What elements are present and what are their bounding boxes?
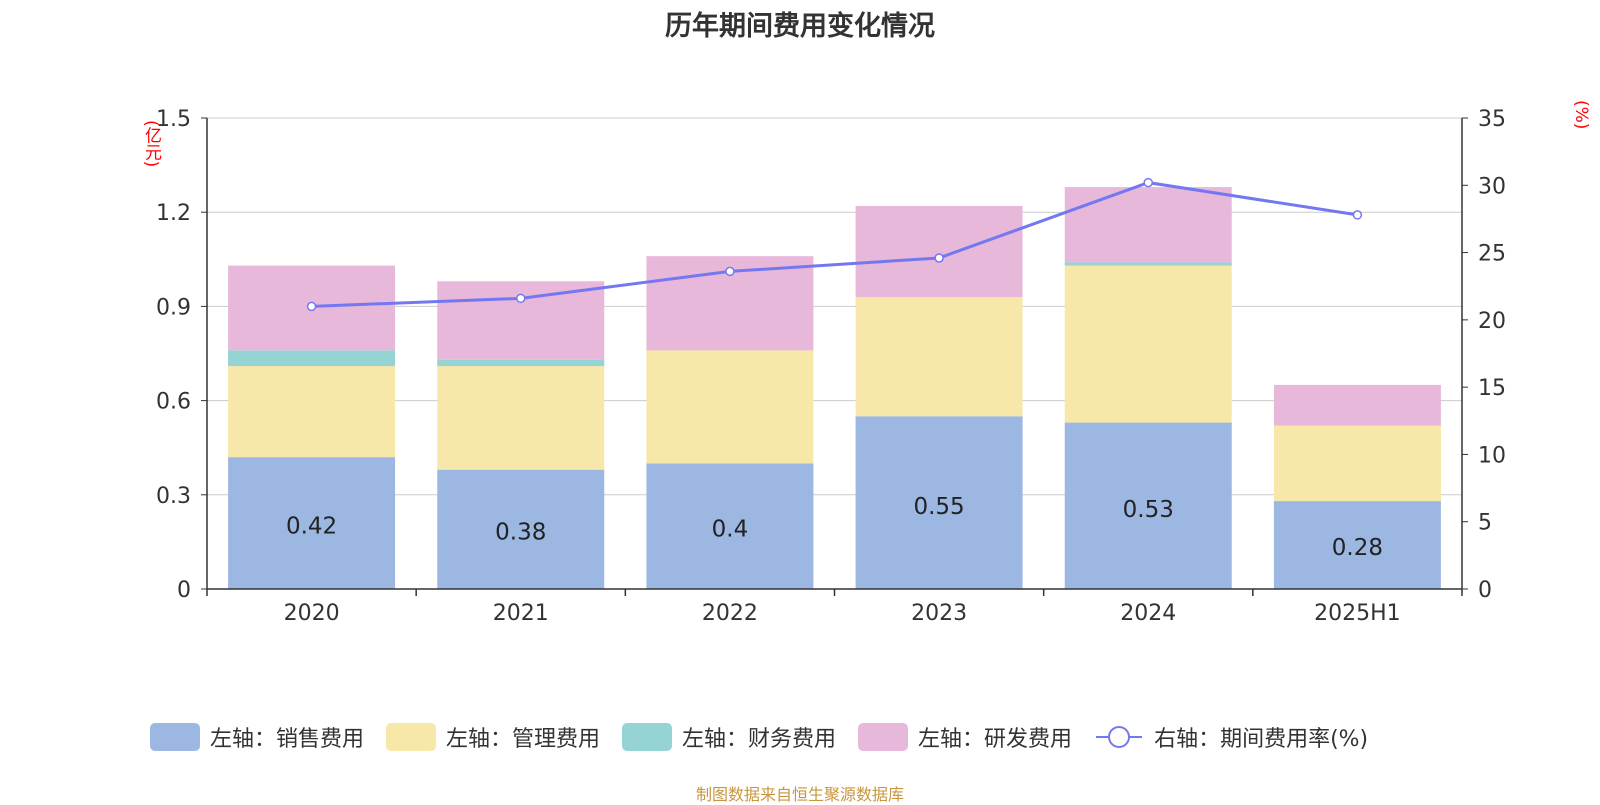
rate-point <box>1352 210 1363 220</box>
left-axis-tick-label: 0.3 <box>156 484 191 509</box>
bar-finance <box>1064 262 1232 266</box>
right-axis-tick-label: 5 <box>1478 511 1492 536</box>
rate-point <box>934 253 944 263</box>
bar-sales <box>1273 501 1441 589</box>
left-axis-unit: (亿元) <box>141 120 161 168</box>
legend-line-icon <box>1096 726 1143 748</box>
x-axis-tick-label: 2023 <box>911 601 967 626</box>
rate-point <box>1143 177 1153 188</box>
legend-item-finance[interactable]: 左轴：财务费用 <box>622 721 836 753</box>
legend-label-admin: 左轴：管理费用 <box>446 727 601 752</box>
legend-swatch-sales <box>150 723 200 751</box>
rate-point <box>516 293 526 304</box>
left-axis-tick-label: 0.6 <box>156 390 191 415</box>
bar-admin <box>646 350 814 464</box>
x-axis-tick-label: 2021 <box>493 601 549 626</box>
left-axis-tick-label: 0.9 <box>156 295 191 320</box>
bar-data-label: 0.42 <box>286 514 337 540</box>
bar-admin <box>1064 265 1232 423</box>
legend-swatch-finance <box>622 723 673 751</box>
legend-label-finance: 左轴：财务费用 <box>682 727 837 752</box>
legend-item-admin[interactable]: 左轴：管理费用 <box>386 721 600 753</box>
legend-item-sales[interactable]: 左轴：销售费用 <box>150 721 364 753</box>
rate-point <box>306 301 317 312</box>
legend: 左轴：销售费用 左轴：管理费用 左轴：财务费用 左轴：研发费用 右轴：期间费用率… <box>150 720 1390 754</box>
bar-rnd <box>1064 187 1232 263</box>
right-axis-tick-label: 35 <box>1478 107 1506 132</box>
bar-sales <box>228 457 396 589</box>
legend-swatch-admin <box>386 723 437 751</box>
bar-admin <box>228 366 396 458</box>
bar-admin <box>1273 425 1441 502</box>
bar-data-label: 0.38 <box>495 520 546 546</box>
bar-finance <box>437 359 605 367</box>
left-axis-tick-label: 1.5 <box>156 107 191 132</box>
bar-admin <box>437 366 605 470</box>
bar-finance <box>228 350 396 367</box>
legend-item-rnd[interactable]: 左轴：研发费用 <box>858 721 1072 753</box>
bar-sales <box>855 416 1023 589</box>
left-axis-tick-label: 0 <box>177 578 191 603</box>
bar-data-label: 0.28 <box>1332 535 1383 561</box>
bar-data-label: 0.55 <box>913 494 964 520</box>
bar-rnd <box>855 205 1023 297</box>
legend-label-sales: 左轴：销售费用 <box>210 727 365 752</box>
right-axis-unit: (%) <box>1571 100 1591 130</box>
bar-rnd <box>437 281 605 360</box>
rate-line <box>311 181 1358 308</box>
right-axis-tick-label: 10 <box>1478 443 1506 468</box>
right-axis-tick-label: 15 <box>1478 376 1506 401</box>
chart-title: 历年期间费用变化情况 <box>665 11 935 42</box>
right-axis-tick-label: 25 <box>1478 242 1506 267</box>
right-axis-tick-label: 20 <box>1478 309 1506 334</box>
data-source-note: 制图数据来自恒生聚源数据库 <box>695 785 904 804</box>
bar-sales <box>437 469 605 589</box>
bar-data-label: 0.53 <box>1123 497 1174 523</box>
x-axis-tick-label: 2024 <box>1120 601 1176 626</box>
bar-sales <box>1064 422 1232 589</box>
x-axis-tick-label: 2025H1 <box>1314 601 1401 626</box>
right-axis-tick-label: 0 <box>1478 578 1492 603</box>
left-axis-tick-label: 1.2 <box>156 201 191 226</box>
legend-item-rate[interactable]: 右轴：期间费用率(%) <box>1094 721 1368 753</box>
legend-label-rnd: 左轴：研发费用 <box>918 727 1073 752</box>
legend-swatch-rnd <box>858 723 909 751</box>
x-axis-tick-label: 2022 <box>702 601 758 626</box>
x-axis-tick-label: 2020 <box>284 601 340 626</box>
right-axis-tick-label: 30 <box>1478 174 1506 199</box>
legend-label-rate: 右轴：期间费用率(%) <box>1154 727 1369 752</box>
rate-point <box>725 266 735 277</box>
bar-sales <box>646 463 814 589</box>
bar-admin <box>855 296 1023 417</box>
bar-data-label: 0.4 <box>712 517 749 543</box>
bar-rnd <box>1273 384 1441 426</box>
